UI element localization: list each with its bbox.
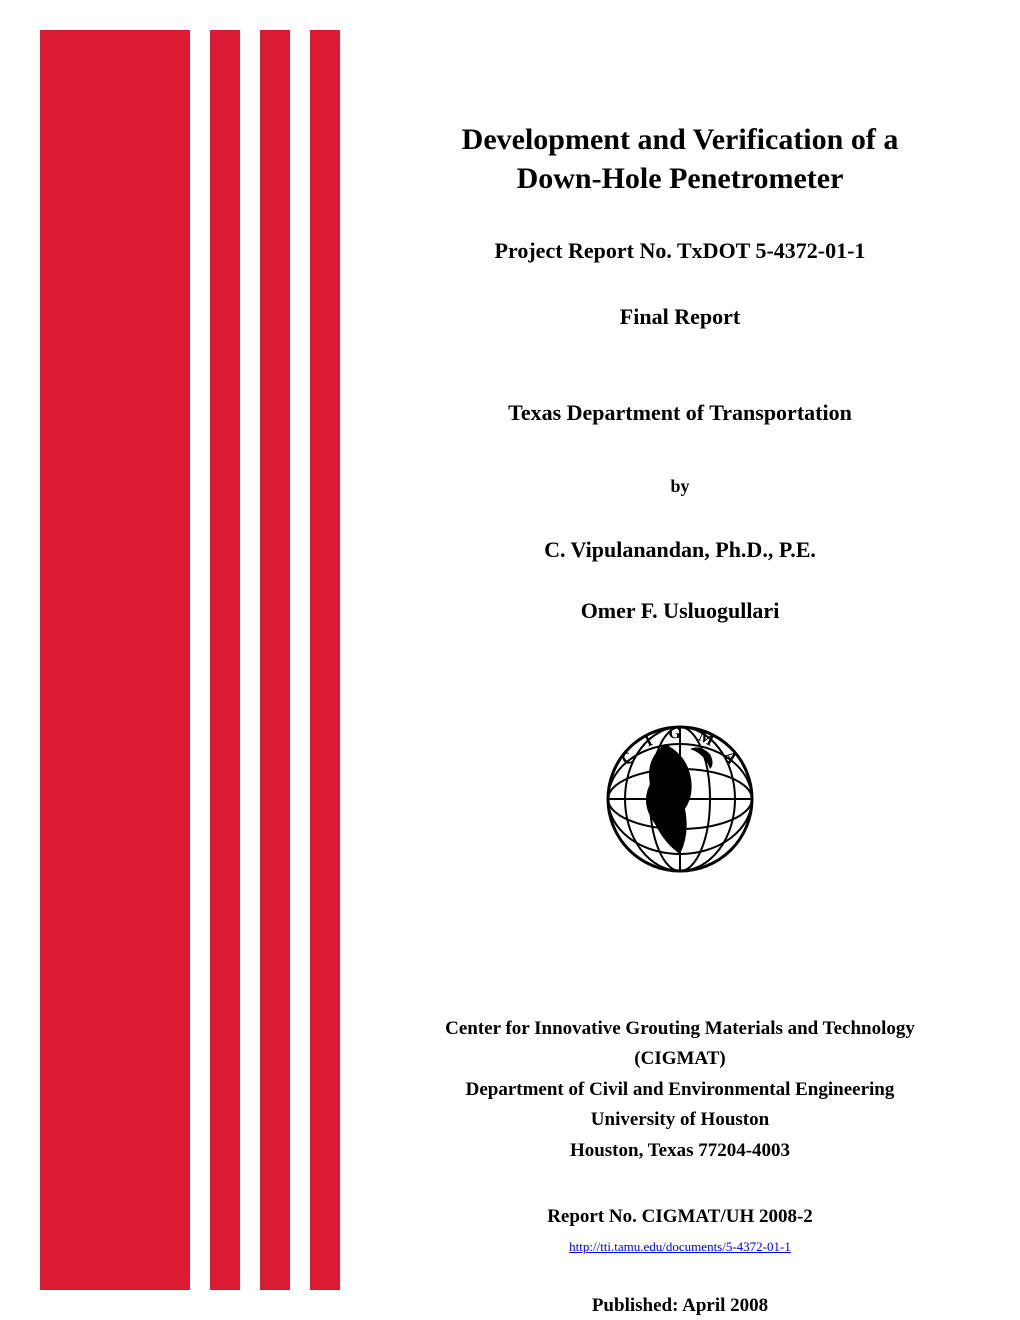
sidebar-bar <box>40 30 190 1290</box>
sidebar-bars <box>40 30 340 1290</box>
department: Texas Department of Transportation <box>380 400 980 426</box>
sidebar-bar <box>310 30 340 1290</box>
by-label: by <box>380 476 980 497</box>
affiliation-line-3: Department of Civil and Environmental En… <box>466 1079 895 1100</box>
document-link[interactable]: http://tti.tamu.edu/documents/5-4372-01-… <box>569 1239 791 1255</box>
cigmat-report-no: Report No. CIGMAT/UH 2008-2 <box>380 1206 980 1228</box>
document-title: Development and Verification of a Down-H… <box>380 120 980 198</box>
author-2: Omer F. Usluogullari <box>380 598 980 624</box>
project-report-no: Project Report No. TxDOT 5-4372-01-1 <box>380 238 980 264</box>
affiliation-line-1: Center for Innovative Grouting Materials… <box>445 1018 915 1039</box>
title-line-2: Down-Hole Penetrometer <box>517 162 844 195</box>
affiliation-line-5: Houston, Texas 77204-4003 <box>570 1140 790 1161</box>
final-report-label: Final Report <box>380 304 980 330</box>
globe-icon: C I G M A T <box>595 714 765 884</box>
published-date: Published: April 2008 <box>380 1295 980 1317</box>
sidebar-bar <box>210 30 240 1290</box>
affiliation-line-4: University of Houston <box>591 1109 769 1130</box>
affiliation-line-2: (CIGMAT) <box>634 1048 725 1069</box>
sidebar-bar <box>260 30 290 1290</box>
affiliation-block: Center for Innovative Grouting Materials… <box>380 1014 980 1166</box>
title-line-1: Development and Verification of a <box>462 123 899 156</box>
document-content: Development and Verification of a Down-H… <box>380 120 980 1317</box>
author-1: C. Vipulanandan, Ph.D., P.E. <box>380 537 980 563</box>
cigmat-logo: C I G M A T <box>595 714 765 884</box>
